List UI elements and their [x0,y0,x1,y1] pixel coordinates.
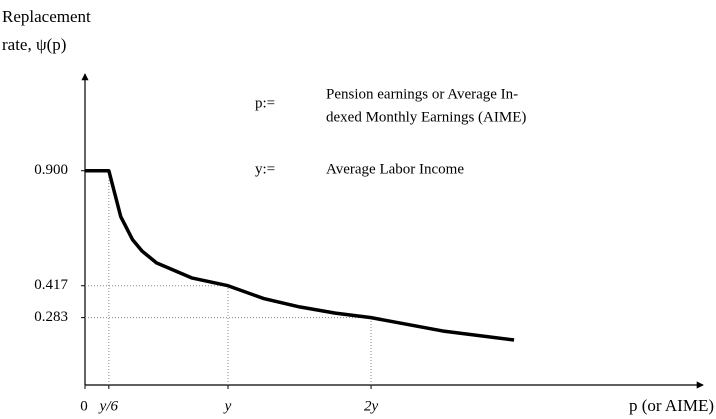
data-line [85,168,515,342]
x-tick-label: y [223,398,232,414]
annotation-text: Average Labor Income [326,161,464,177]
x-tick-label: 0 [80,398,88,414]
y-axis-label: Replacement [2,7,91,26]
x-tick-label: y/6 [98,398,119,414]
annotation-symbol: p:= [255,95,275,111]
y-tick-label: 0.283 [34,309,68,325]
annotation-text: Pension earnings or Average In- [326,86,518,102]
y-tick-label: 0.417 [34,277,68,293]
x-axis-label: p (or AIME) [629,396,714,415]
y-axis-label: rate, ψ(p) [2,35,66,54]
y-tick-label: 0.900 [34,162,68,178]
annotation-symbol: y:= [255,161,275,177]
x-tick-label: 2y [364,398,379,414]
annotation-text: dexed Monthly Earnings (AIME) [326,109,526,125]
